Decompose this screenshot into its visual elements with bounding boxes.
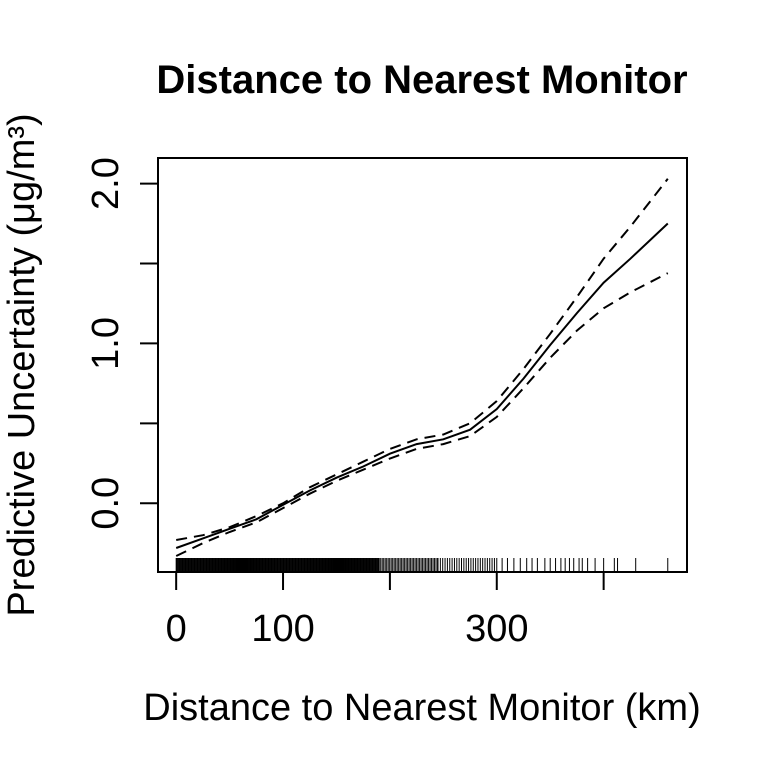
x-tick-label: 300 — [465, 608, 528, 650]
y-axis: 0.0 1.0 2.0 — [85, 157, 159, 530]
rug-ticks — [175, 558, 669, 572]
x-tick-label: 100 — [251, 608, 314, 650]
y-tick-label: 0.0 — [85, 477, 127, 530]
chart-title: Distance to Nearest Monitor — [156, 58, 687, 102]
y-axis-label: Predictive Uncertainty (μg/m³) — [1, 113, 43, 616]
series-lines — [175, 178, 669, 557]
x-tick-label: 0 — [166, 608, 187, 650]
y-tick-label: 1.0 — [85, 317, 127, 370]
fit-line — [175, 222, 669, 549]
confidence-band-line — [176, 178, 669, 541]
x-axis-label: Distance to Nearest Monitor (km) — [143, 687, 701, 729]
y-tick-label: 2.0 — [85, 157, 127, 210]
x-axis: 0 100 300 — [166, 571, 605, 650]
confidence-band-line — [175, 272, 669, 557]
plot-frame — [157, 157, 688, 573]
